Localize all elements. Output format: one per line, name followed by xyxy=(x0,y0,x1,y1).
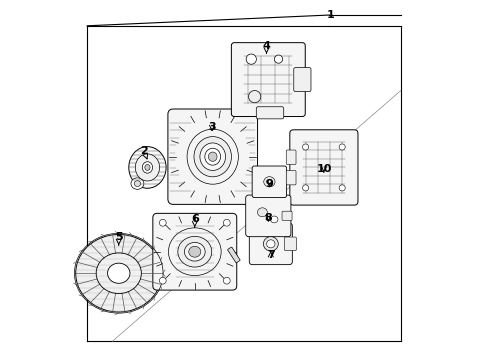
Ellipse shape xyxy=(194,136,231,177)
Ellipse shape xyxy=(267,179,272,184)
FancyBboxPatch shape xyxy=(256,107,284,119)
FancyBboxPatch shape xyxy=(284,237,296,251)
Ellipse shape xyxy=(263,237,278,251)
Circle shape xyxy=(246,54,256,64)
Text: 6: 6 xyxy=(191,215,199,227)
Text: 10: 10 xyxy=(316,164,332,174)
Circle shape xyxy=(223,277,230,284)
Ellipse shape xyxy=(267,240,275,248)
Ellipse shape xyxy=(257,208,268,217)
Text: 1: 1 xyxy=(326,10,334,20)
Circle shape xyxy=(159,219,166,226)
Ellipse shape xyxy=(270,216,278,223)
Ellipse shape xyxy=(208,152,217,161)
Text: 3: 3 xyxy=(208,122,216,132)
FancyBboxPatch shape xyxy=(294,68,311,91)
Circle shape xyxy=(339,185,345,191)
Circle shape xyxy=(159,277,166,284)
Text: 5: 5 xyxy=(115,232,122,245)
FancyBboxPatch shape xyxy=(282,211,292,221)
Ellipse shape xyxy=(134,181,141,186)
Circle shape xyxy=(248,90,261,103)
Ellipse shape xyxy=(264,177,275,187)
Text: 2: 2 xyxy=(140,145,148,159)
FancyBboxPatch shape xyxy=(228,247,240,263)
Ellipse shape xyxy=(135,154,160,181)
Circle shape xyxy=(302,144,309,150)
Ellipse shape xyxy=(200,143,225,170)
Ellipse shape xyxy=(108,263,130,283)
FancyBboxPatch shape xyxy=(252,166,287,198)
Ellipse shape xyxy=(205,148,220,165)
Ellipse shape xyxy=(131,178,144,189)
Circle shape xyxy=(274,55,283,63)
FancyBboxPatch shape xyxy=(153,213,237,290)
Text: 4: 4 xyxy=(263,41,270,53)
Text: 9: 9 xyxy=(266,179,273,189)
FancyBboxPatch shape xyxy=(249,223,293,265)
Ellipse shape xyxy=(142,162,152,173)
Ellipse shape xyxy=(129,147,166,188)
Text: 8: 8 xyxy=(265,213,272,222)
FancyBboxPatch shape xyxy=(286,171,296,185)
Circle shape xyxy=(223,219,230,226)
FancyBboxPatch shape xyxy=(245,195,291,237)
FancyBboxPatch shape xyxy=(231,42,305,117)
Ellipse shape xyxy=(76,234,162,312)
FancyBboxPatch shape xyxy=(290,130,358,205)
Ellipse shape xyxy=(189,246,201,257)
Ellipse shape xyxy=(184,242,205,261)
Ellipse shape xyxy=(178,237,212,267)
FancyBboxPatch shape xyxy=(286,150,296,165)
Circle shape xyxy=(302,185,309,191)
Ellipse shape xyxy=(145,165,150,170)
FancyBboxPatch shape xyxy=(168,109,258,204)
Circle shape xyxy=(339,144,345,150)
Text: 7: 7 xyxy=(267,249,275,260)
